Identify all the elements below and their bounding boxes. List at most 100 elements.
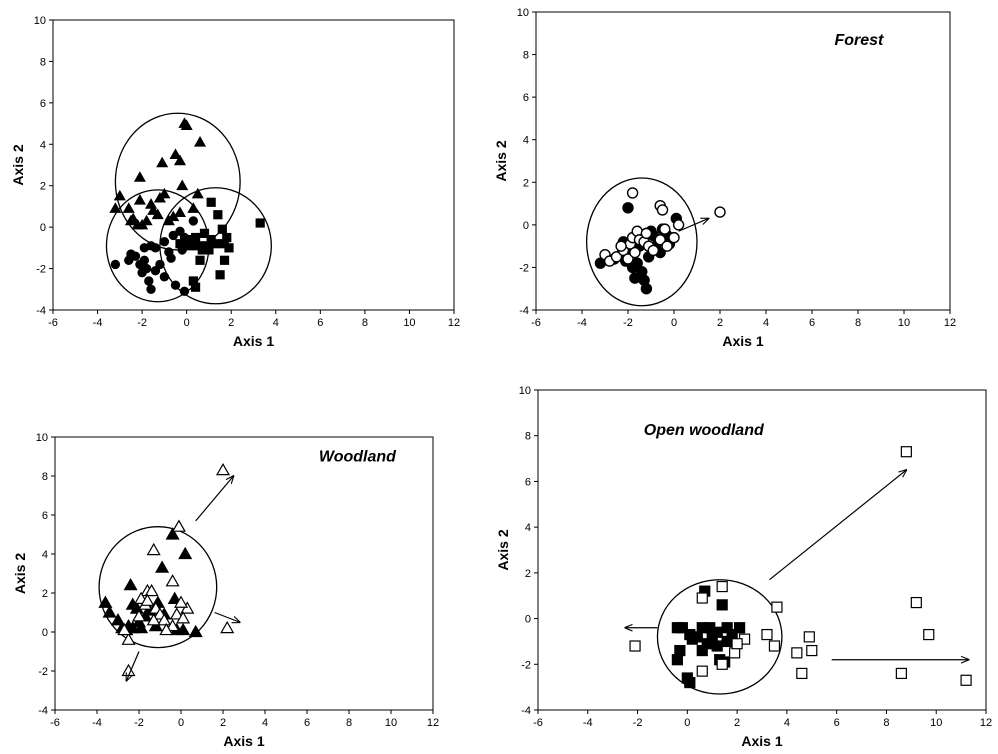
- square-filled-point: [727, 630, 737, 640]
- square-filled-point: [712, 641, 722, 651]
- square-filled-point: [221, 240, 229, 248]
- x-tick-label: 10: [385, 717, 397, 729]
- y-tick-label: 0: [525, 614, 531, 626]
- y-tick-label: -4: [519, 305, 529, 317]
- direction-arrow: [769, 470, 906, 580]
- x-tick-label: -2: [623, 317, 633, 329]
- x-tick-label: 12: [448, 317, 460, 329]
- y-tick-label: 10: [34, 15, 46, 27]
- x-tick-label: 12: [944, 317, 956, 329]
- square-open-point: [697, 666, 707, 676]
- square-filled-point: [207, 198, 215, 206]
- plot-frame: [55, 437, 433, 710]
- x-tick-label: -4: [92, 717, 102, 729]
- triangle-filled-point: [188, 204, 198, 213]
- triangle-filled-point: [124, 204, 134, 213]
- triangle-filled-point: [175, 208, 185, 217]
- square-open-point: [630, 641, 640, 651]
- triangle-filled-point: [157, 158, 167, 167]
- panel-title: Open woodland: [644, 422, 765, 439]
- y-tick-label: -4: [36, 305, 46, 317]
- triangle-filled-point: [142, 216, 152, 225]
- y-tick-label: 4: [40, 139, 46, 151]
- y-tick-label: 8: [523, 50, 529, 62]
- x-tick-label: 2: [220, 717, 226, 729]
- triangle-filled-point: [104, 607, 116, 618]
- square-filled-point: [221, 256, 229, 264]
- x-tick-label: 2: [734, 717, 740, 729]
- square-filled-point: [687, 634, 697, 644]
- x-tick-label: 12: [427, 717, 439, 729]
- square-filled-point: [216, 271, 224, 279]
- square-open-point: [896, 668, 906, 678]
- circle-open-point: [674, 220, 684, 230]
- x-tick-label: 6: [304, 717, 310, 729]
- x-tick-label: -2: [633, 717, 643, 729]
- x-tick-label: 10: [898, 317, 910, 329]
- square-filled-point: [675, 646, 685, 656]
- triangle-filled-point: [156, 562, 168, 573]
- triangle-filled-point: [190, 626, 202, 637]
- circle-open-point: [628, 188, 638, 198]
- circle-filled-point: [641, 284, 651, 294]
- panel-title: Woodland: [319, 449, 397, 466]
- y-tick-label: 6: [525, 476, 531, 488]
- square-open-point: [792, 648, 802, 658]
- circle-open-point: [662, 241, 672, 251]
- y-tick-label: 0: [523, 220, 529, 232]
- x-tick-label: -6: [50, 717, 60, 729]
- square-filled-point: [192, 283, 200, 291]
- triangle-filled-point: [135, 172, 145, 181]
- x-tick-label: -2: [134, 717, 144, 729]
- y-axis-label: Axis 2: [12, 553, 28, 594]
- circle-open-point: [715, 207, 725, 217]
- square-open-point: [772, 602, 782, 612]
- x-tick-label: 4: [784, 717, 790, 729]
- y-tick-label: 0: [42, 627, 48, 639]
- x-tick-label: -2: [137, 317, 147, 329]
- circle-filled-point: [147, 285, 155, 293]
- square-open-point: [717, 582, 727, 592]
- x-tick-label: 0: [184, 317, 190, 329]
- y-tick-label: 8: [42, 471, 48, 483]
- y-tick-label: 6: [42, 510, 48, 522]
- x-tick-label: -6: [48, 317, 58, 329]
- x-tick-label: -6: [533, 717, 543, 729]
- triangle-filled-point: [179, 548, 191, 559]
- circle-open-point: [660, 224, 670, 234]
- square-open-point: [717, 659, 727, 669]
- x-tick-label: 8: [346, 717, 352, 729]
- y-tick-label: 6: [40, 98, 46, 110]
- circle-open-point: [648, 245, 658, 255]
- circle-filled-point: [160, 238, 168, 246]
- triangle-open-point: [173, 521, 185, 532]
- square-open-point: [961, 675, 971, 685]
- y-tick-label: 8: [40, 56, 46, 68]
- y-tick-label: -2: [519, 262, 529, 274]
- circle-filled-point: [623, 203, 633, 213]
- x-tick-label: -6: [531, 317, 541, 329]
- x-tick-label: -4: [583, 717, 593, 729]
- y-axis-label: Axis 2: [493, 140, 509, 181]
- triangle-filled-point: [193, 189, 203, 198]
- x-tick-label: 0: [684, 717, 690, 729]
- x-axis-label: Axis 1: [233, 333, 274, 349]
- y-tick-label: -2: [36, 264, 46, 276]
- triangle-filled-point: [125, 579, 137, 590]
- x-tick-label: 2: [717, 317, 723, 329]
- square-filled-point: [192, 234, 200, 242]
- circle-filled-point: [189, 217, 197, 225]
- y-tick-label: 6: [523, 92, 529, 104]
- triangle-open-point: [221, 622, 233, 633]
- square-open-point: [804, 632, 814, 642]
- square-open-point: [730, 648, 740, 658]
- square-open-point: [769, 641, 779, 651]
- square-filled-point: [218, 225, 226, 233]
- x-axis-label: Axis 1: [223, 733, 264, 749]
- triangle-filled-point: [135, 195, 145, 204]
- x-tick-label: -4: [577, 317, 587, 329]
- x-axis-label: Axis 1: [741, 733, 782, 749]
- y-tick-label: 10: [519, 385, 531, 397]
- x-tick-label: 8: [855, 317, 861, 329]
